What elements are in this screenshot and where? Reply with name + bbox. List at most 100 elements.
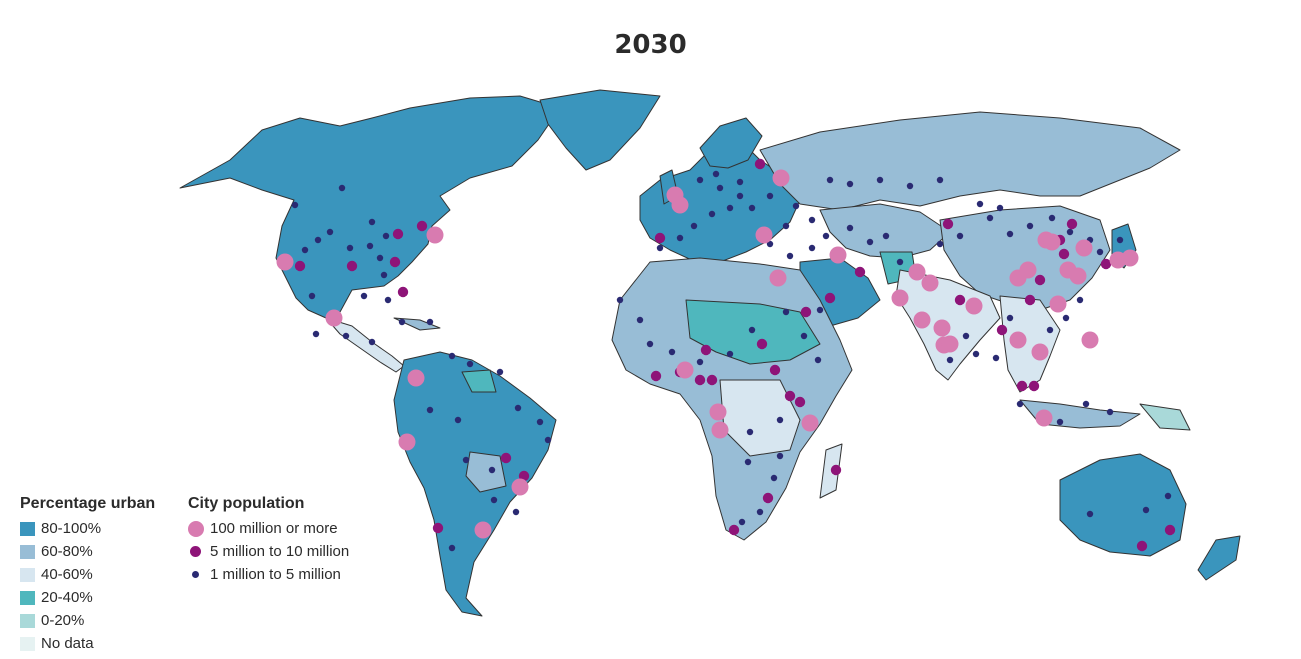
city-small-marker	[776, 452, 784, 460]
city-medium-marker	[830, 464, 842, 476]
city-small-marker	[1076, 296, 1084, 304]
city-large-marker	[1043, 233, 1061, 251]
legend-swatch	[20, 544, 35, 559]
legend-swatch	[20, 590, 35, 605]
legend-urban-label: 40-60%	[41, 566, 93, 583]
guyana-region	[461, 369, 497, 393]
city-small-marker	[426, 318, 434, 326]
legend-urban-label: 60-80%	[41, 543, 93, 560]
city-small-marker	[496, 368, 504, 376]
city-small-marker	[426, 406, 434, 414]
city-small-marker	[972, 350, 980, 358]
city-large-marker	[671, 196, 689, 214]
city-small-marker	[822, 232, 830, 240]
city-medium-marker	[500, 452, 512, 464]
city-small-marker	[1062, 314, 1070, 322]
southeast-asia-landmass	[999, 295, 1061, 393]
city-large-marker	[829, 246, 847, 264]
city-small-marker	[1116, 236, 1124, 244]
city-small-marker	[986, 214, 994, 222]
city-small-marker	[782, 308, 790, 316]
legend-urban-item: 80-100%	[20, 517, 155, 540]
city-small-marker	[846, 224, 854, 232]
city-large-marker	[933, 319, 951, 337]
city-small-marker	[398, 318, 406, 326]
city-small-marker	[766, 192, 774, 200]
city-large-marker	[891, 289, 909, 307]
greenland-landmass	[539, 89, 661, 171]
legend-city-label: 100 million or more	[210, 520, 338, 537]
city-medium-marker	[392, 228, 404, 240]
city-large-marker	[755, 226, 773, 244]
legend-urban-heading: Percentage urban	[20, 495, 156, 512]
city-small-marker	[382, 232, 390, 240]
map-title: 2030	[614, 30, 687, 60]
city-large-marker	[474, 521, 492, 539]
city-small-marker	[808, 216, 816, 224]
scandinavia-landmass	[699, 117, 763, 169]
city-large-marker	[398, 433, 416, 451]
legend-urban-item: 40-60%	[20, 563, 155, 586]
central-america-landmass	[325, 317, 405, 373]
city-small-marker	[1086, 510, 1094, 518]
city-small-marker	[308, 292, 316, 300]
city-small-marker	[956, 232, 964, 240]
city-large-marker	[407, 369, 425, 387]
city-small-marker	[656, 244, 664, 252]
city-small-marker	[962, 332, 970, 340]
city-small-marker	[976, 200, 984, 208]
city-large-marker	[711, 421, 729, 439]
city-small-marker	[192, 571, 199, 578]
city-large-marker	[913, 311, 931, 329]
city-small-marker	[1142, 506, 1150, 514]
legend-urban-label: No data	[41, 635, 94, 652]
city-medium-marker	[824, 292, 836, 304]
north-america-landmass	[179, 95, 561, 319]
city-small-marker	[646, 340, 654, 348]
city-medium-marker	[346, 260, 358, 272]
city-small-marker	[376, 254, 384, 262]
city-small-marker	[366, 242, 374, 250]
city-medium-marker	[700, 344, 712, 356]
city-medium-marker	[294, 260, 306, 272]
city-small-marker	[808, 244, 816, 252]
city-small-marker	[748, 204, 756, 212]
new-zealand-landmass	[1197, 535, 1241, 581]
city-large-marker	[426, 226, 444, 244]
legend-urban-label: 80-100%	[41, 520, 102, 537]
city-small-marker	[380, 271, 388, 279]
city-medium-marker	[389, 256, 401, 268]
city-medium-marker	[728, 524, 740, 536]
city-medium-marker	[784, 390, 796, 402]
city-small-marker	[676, 234, 684, 242]
city-small-marker	[736, 192, 744, 200]
city-small-marker	[800, 332, 808, 340]
city-small-marker	[454, 416, 462, 424]
city-small-marker	[342, 332, 350, 340]
legend-urban-item: 20-40%	[20, 586, 155, 609]
legend-urban-item: No data	[20, 632, 155, 655]
city-small-marker	[514, 404, 522, 412]
city-small-marker	[668, 348, 676, 356]
papua-region	[1139, 403, 1191, 431]
city-small-marker	[368, 218, 376, 226]
city-small-marker	[992, 354, 1000, 362]
city-small-marker	[696, 358, 704, 366]
city-small-marker	[1016, 400, 1024, 408]
city-small-marker	[946, 356, 954, 364]
legend-city-label: 5 million to 10 million	[210, 543, 350, 560]
central-asia-landmass	[819, 203, 951, 259]
city-small-marker	[766, 240, 774, 248]
city-small-marker	[466, 360, 474, 368]
legend-swatch	[20, 521, 35, 536]
city-small-marker	[996, 204, 1004, 212]
city-medium-marker	[1164, 524, 1176, 536]
city-large-marker	[709, 403, 727, 421]
city-large-marker	[1121, 249, 1139, 267]
city-small-marker	[1164, 492, 1172, 500]
legend-city-label: 1 million to 5 million	[210, 566, 341, 583]
legend-city-item: 100 million or more	[188, 517, 349, 540]
city-small-marker	[616, 296, 624, 304]
city-medium-marker	[942, 218, 954, 230]
